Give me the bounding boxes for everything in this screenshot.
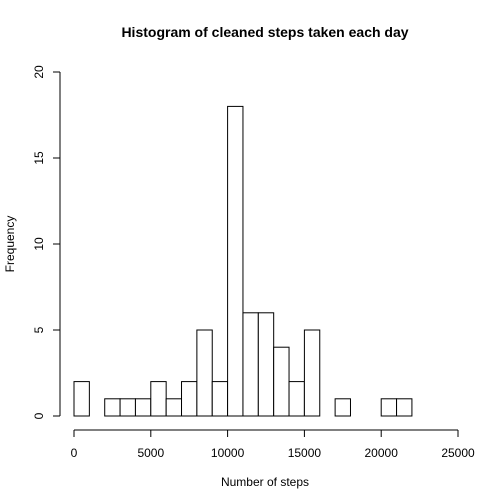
x-tick-label: 20000 (365, 446, 399, 460)
y-tick-label: 5 (32, 326, 46, 333)
histogram-bar (227, 105, 244, 417)
x-tick-label: 10000 (211, 446, 245, 460)
y-tick-label: 20 (32, 65, 46, 79)
histogram-bar (196, 329, 213, 417)
histogram-bars (73, 105, 413, 417)
chart-title: Histogram of cleaned steps taken each da… (121, 24, 408, 40)
histogram-bar (211, 381, 229, 417)
histogram-bar (257, 312, 275, 417)
histogram-bar (181, 381, 198, 417)
histogram-bar (273, 346, 290, 417)
y-axis-ticks: 0 5 10 15 20 (32, 65, 60, 419)
y-axis-label: Frequency (3, 216, 17, 273)
x-tick-label: 5000 (137, 446, 164, 460)
x-tick-label: 25000 (441, 446, 475, 460)
histogram-bar (134, 398, 152, 417)
histogram-bar (303, 329, 321, 417)
histogram-bar (104, 398, 121, 417)
histogram-bar (119, 398, 136, 417)
histogram-bar (150, 381, 167, 417)
histogram-bar (288, 381, 305, 417)
histogram-bar (242, 312, 259, 417)
histogram-bar (73, 381, 90, 417)
x-axis-ticks: 0 5000 10000 15000 20000 25000 (71, 430, 475, 460)
histogram-bar (396, 398, 413, 417)
histogram-bar (165, 398, 183, 417)
x-tick-label: 15000 (288, 446, 322, 460)
histogram-bar (334, 398, 351, 417)
x-axis-label: Number of steps (221, 475, 309, 489)
y-tick-label: 10 (32, 237, 46, 251)
y-tick-label: 0 (32, 412, 46, 419)
histogram-bar (380, 398, 398, 417)
x-tick-label: 0 (71, 446, 78, 460)
y-tick-label: 15 (32, 151, 46, 165)
